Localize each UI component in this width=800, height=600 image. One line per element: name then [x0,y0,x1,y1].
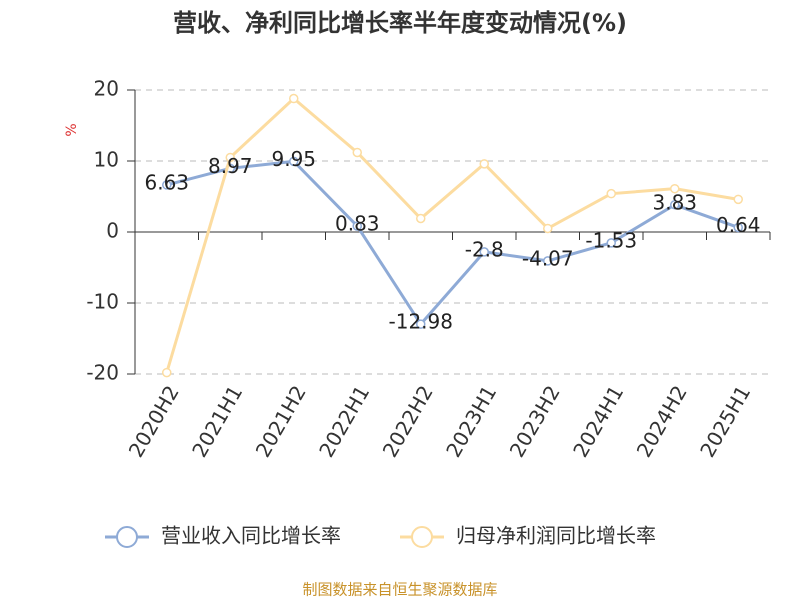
series-line [165,96,739,374]
data-point [225,152,235,163]
y-tick-label: -20 [86,361,119,385]
y-tick-label: 10 [94,148,119,172]
legend-label: 营业收入同比增长率 [161,524,341,548]
data-point [162,367,172,378]
data-point [289,93,299,104]
data-point [162,180,172,190]
x-tick-label: 2023H1 [441,381,501,461]
data-label: -2.8 [465,237,504,261]
x-tick-label: 2025H1 [695,381,755,461]
data-point [479,159,489,169]
data-label: 3.83 [652,190,697,214]
series-line [166,159,739,327]
data-label: 0.64 [716,213,761,237]
data-point [733,194,743,205]
data-point [479,247,489,257]
data-point [670,183,680,194]
y-tick-label: 20 [94,77,119,101]
x-tick-label: 2021H2 [251,381,311,461]
y-tick-label: 0 [106,219,119,243]
legend-item: 营业收入同比增长率 [105,524,341,548]
x-tick-label: 2020H2 [124,381,184,461]
data-point [289,156,299,167]
legend-swatch-dot [411,526,433,548]
source-note: 制图数据来自恒生聚源数据库 [302,581,497,599]
data-label: 0.83 [335,212,380,236]
chart-title: 营收、净利同比增长率半年度变动情况(%) [173,9,627,37]
data-point [606,188,616,199]
data-point [416,213,426,224]
x-tick-label: 2023H2 [505,381,565,461]
data-point [352,221,362,231]
legend-item: 归母净利润同比增长率 [400,524,656,548]
data-point [543,256,553,266]
data-label: -4.07 [522,246,574,270]
x-tick-label: 2022H2 [378,381,438,461]
data-point [733,222,743,233]
legend-label: 归母净利润同比增长率 [456,524,656,548]
data-point [670,200,680,210]
data-label: 8.97 [208,154,253,178]
data-point [416,319,426,329]
data-label: -12.98 [389,310,453,334]
data-point [543,223,553,234]
data-point [352,147,362,158]
x-tick-label: 2024H1 [568,381,628,461]
y-tick-label: -10 [86,290,119,314]
data-label: 9.95 [271,147,316,171]
data-label: 6.63 [144,170,189,194]
x-tick-label: 2021H1 [187,381,247,461]
legend-swatch-dot [116,526,138,548]
data-label: -1.53 [585,228,637,252]
x-tick-label: 2022H1 [314,381,374,461]
y-axis-label: % [64,123,80,136]
x-tick-label: 2024H2 [632,381,692,461]
data-point [606,238,616,248]
